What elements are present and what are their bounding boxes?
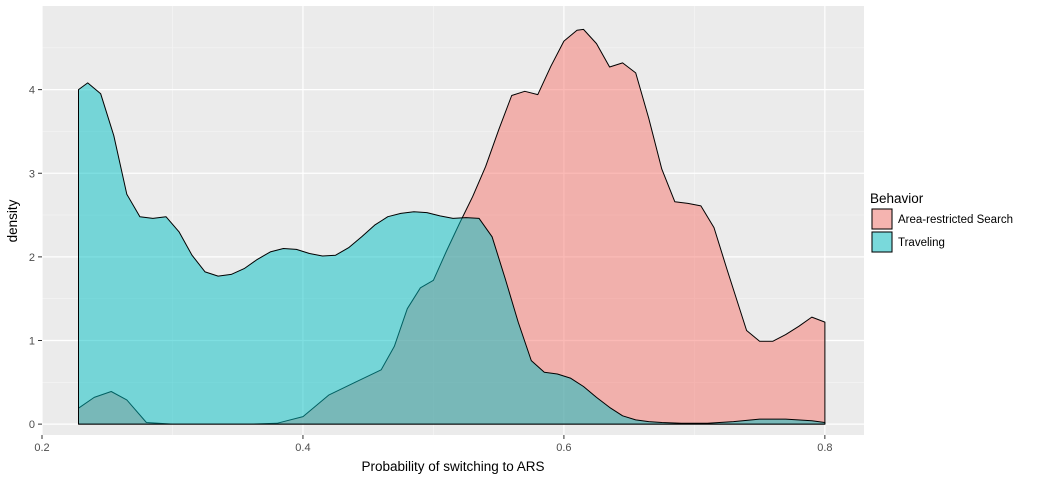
legend-label-area-restricted-search: Area-restricted Search <box>898 214 1013 226</box>
y-tick-label: 0 <box>29 419 35 431</box>
density-area-traveling <box>78 82 826 425</box>
legend-label-traveling: Traveling <box>898 237 945 249</box>
x-axis-title: Probability of switching to ARS <box>361 459 544 474</box>
y-tick-label: 1 <box>29 336 35 348</box>
y-axis-title: density <box>5 199 20 242</box>
x-tick-label: 0.6 <box>556 442 571 454</box>
legend-title: Behavior <box>870 191 924 206</box>
legend: Behavior Area-restricted Search Traveling <box>870 191 1013 253</box>
x-tick-label: 0.8 <box>817 442 832 454</box>
x-tick-label: 0.4 <box>295 442 310 454</box>
x-tick-label: 0.2 <box>34 442 49 454</box>
density-areas <box>78 28 826 425</box>
y-tick-label: 2 <box>29 252 35 264</box>
y-tick-label: 4 <box>29 85 35 97</box>
legend-swatch-traveling <box>871 231 893 253</box>
x-axis: 0.2 0.4 0.6 0.8 <box>34 435 833 454</box>
y-axis: 0 1 2 3 4 <box>29 85 42 431</box>
legend-swatch-area-restricted-search <box>871 208 893 230</box>
y-tick-label: 3 <box>29 168 35 180</box>
